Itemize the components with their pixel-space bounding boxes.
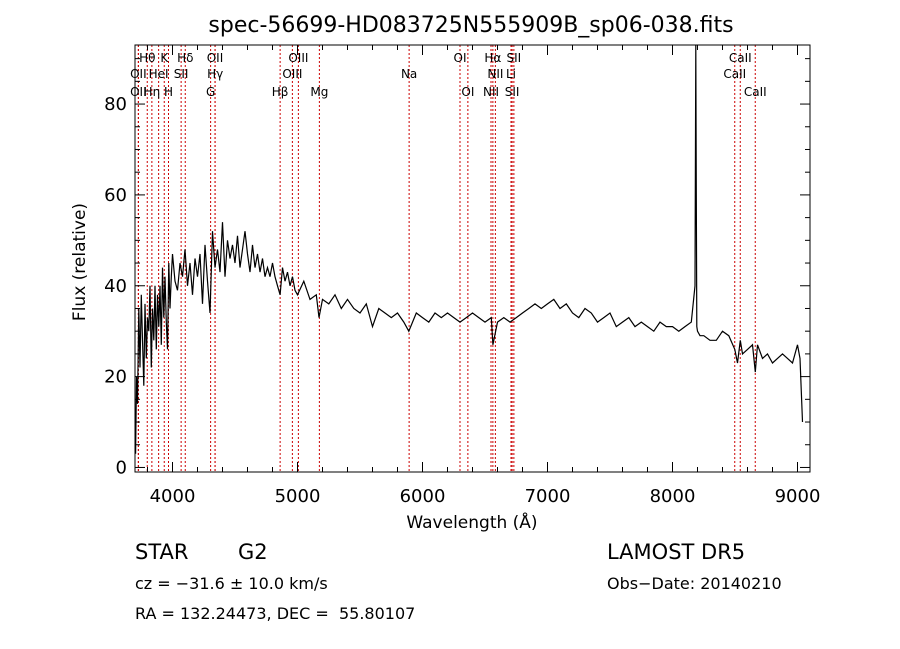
x-tick-label-6000: 6000 <box>400 486 446 507</box>
marker-label-22: Hβ <box>272 85 289 99</box>
x-tick-label-9000: 9000 <box>775 486 821 507</box>
y-axis-label: Flux (relative) <box>70 203 90 321</box>
subclass: G2 <box>238 540 268 564</box>
marker-label-6: Hα <box>484 51 501 65</box>
marker-label-17: CaII <box>723 67 746 81</box>
x-tick-label-7000: 7000 <box>525 486 571 507</box>
x-tick-label-8000: 8000 <box>650 486 696 507</box>
marker-label-20: H <box>164 85 173 99</box>
marker-label-16: Li <box>506 67 516 81</box>
marker-label-24: OI <box>461 85 474 99</box>
object-class: STAR <box>135 540 189 564</box>
y-tick-label-40: 40 <box>104 276 127 297</box>
marker-label-9: OII <box>130 67 147 81</box>
x-axis-ticks: 4000 5000 6000 7000 8000 9000 <box>147 45 821 507</box>
marker-label-7: SII <box>507 51 522 65</box>
marker-label-15: NII <box>487 67 503 81</box>
marker-label-11: SII <box>174 67 189 81</box>
y-tick-label-80: 80 <box>104 94 127 115</box>
marker-label-0: Hθ <box>139 51 155 65</box>
marker-label-4: OIII <box>288 51 308 65</box>
marker-label-12: Hγ <box>207 67 223 81</box>
x-tick-label-4000: 4000 <box>150 486 196 507</box>
obs-date-text: Obs−Date: 20140210 <box>607 574 782 593</box>
x-tick-label-5000: 5000 <box>275 486 321 507</box>
marker-label-3: OII <box>207 51 224 65</box>
marker-label-1: K <box>160 51 169 65</box>
marker-label-10: HeI <box>149 67 169 81</box>
marker-label-23: Mg <box>310 85 328 99</box>
marker-label-2: Hδ <box>177 51 193 65</box>
marker-label-19: Hη <box>144 85 161 99</box>
x-axis-label: Wavelength (Å) <box>406 511 537 533</box>
y-tick-label-60: 60 <box>104 185 127 206</box>
coordinates-text: RA = 132.24473, DEC = 55.80107 <box>135 604 416 623</box>
marker-label-26: SII <box>505 85 520 99</box>
spectrum-line <box>135 44 804 454</box>
survey-name: LAMOST DR5 <box>607 540 746 564</box>
velocity-text: cz = −31.6 ± 10.0 km/s <box>135 574 328 593</box>
emission-line-markers <box>137 45 756 472</box>
y-axis-ticks: 0 20 40 60 80 <box>104 58 810 478</box>
marker-label-27: CaII <box>744 85 767 99</box>
y-tick-label-20: 20 <box>104 367 127 388</box>
marker-label-5: OI <box>454 51 467 65</box>
marker-label-13: OIII <box>282 67 302 81</box>
marker-label-21: G <box>206 85 215 99</box>
chart-title: spec-56699-HD083725N555909B_sp06-038.fit… <box>208 13 733 38</box>
marker-label-8: CaII <box>729 51 752 65</box>
marker-label-18: OII <box>130 85 147 99</box>
marker-label-14: Na <box>401 67 417 81</box>
plot-frame <box>134 44 811 473</box>
y-tick-label-0: 0 <box>116 457 127 478</box>
marker-label-25: NII <box>483 85 499 99</box>
